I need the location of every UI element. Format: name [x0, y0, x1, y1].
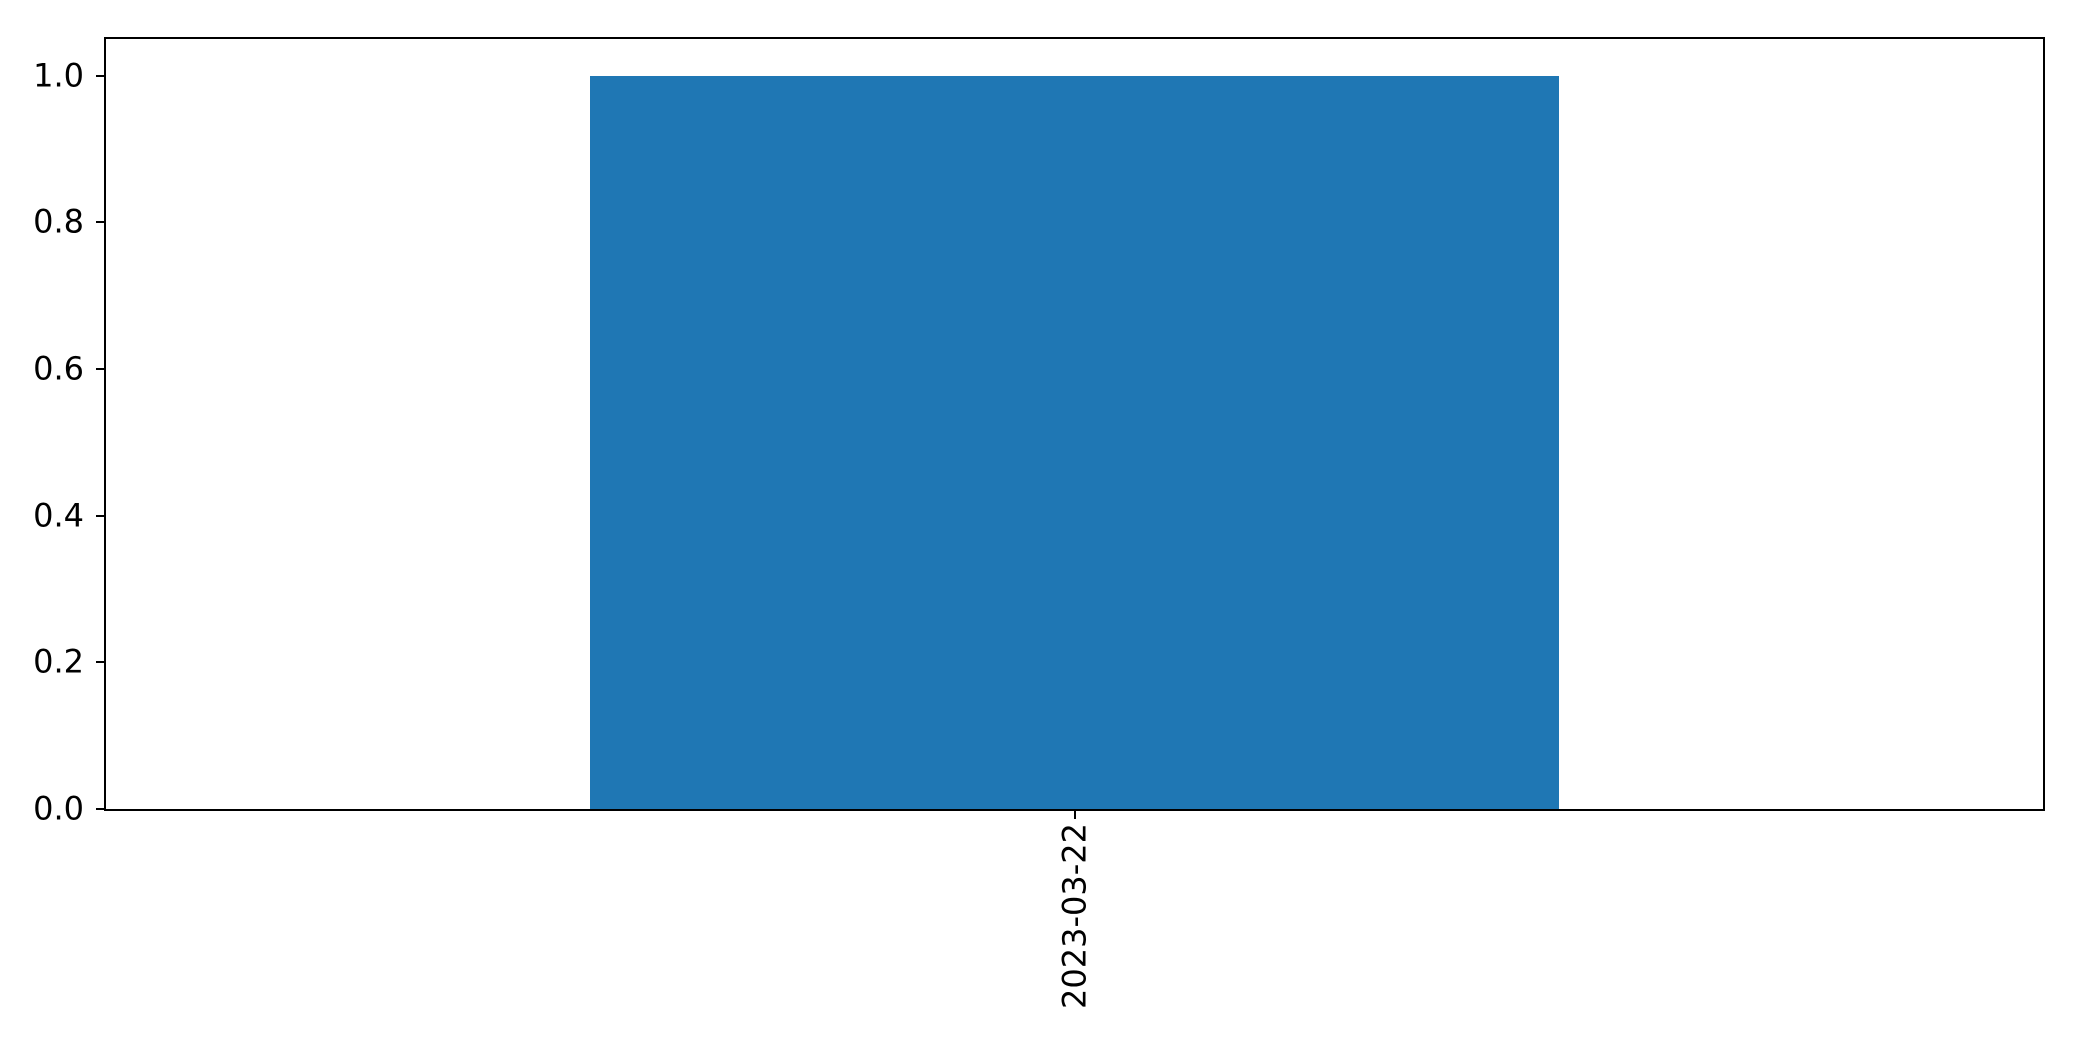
- x-tick-mark: [1073, 811, 1076, 819]
- y-tick-mark: [96, 368, 104, 370]
- y-tick-mark: [96, 221, 104, 224]
- y-tick-mark: [96, 74, 104, 77]
- y-tick-label: 0.6: [33, 349, 84, 388]
- y-tick-mark: [96, 514, 104, 517]
- x-tick-label: 2023-03-22: [1055, 823, 1094, 1009]
- y-tick-mark: [96, 808, 104, 810]
- y-tick-label: 1.0: [33, 56, 84, 95]
- y-tick-label: 0.2: [33, 642, 84, 681]
- y-tick-label: 0.8: [33, 202, 84, 241]
- y-tick-label: 0.4: [33, 496, 84, 535]
- y-tick-mark: [96, 661, 104, 664]
- bar-2023-03-22: [590, 75, 1559, 809]
- plot-area: [104, 37, 2045, 811]
- y-tick-label: 0.0: [33, 789, 84, 828]
